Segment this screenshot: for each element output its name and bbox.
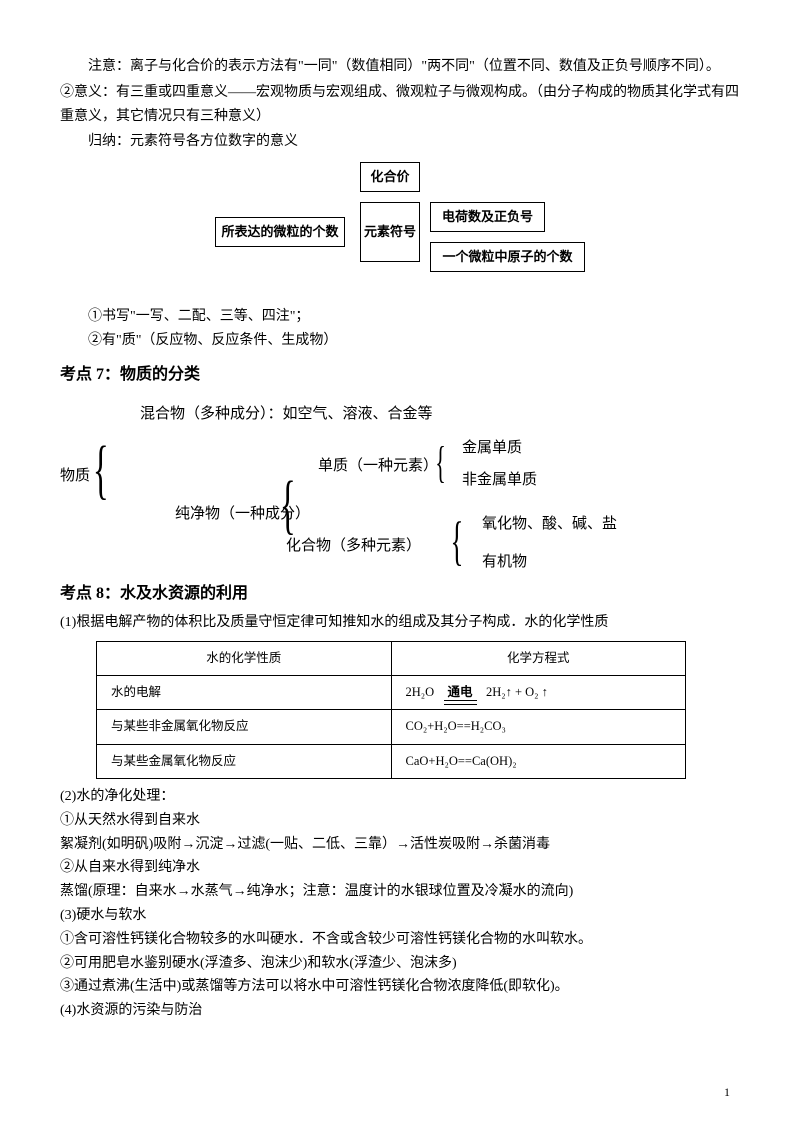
point-8-3c: ③通过煮沸(生活中)或蒸馏等方法可以将水中可溶性钙镁化合物浓度降低(即软化)。: [60, 975, 740, 999]
tree-b2: 化合物（多种元素）: [286, 534, 421, 560]
intro-para-1: 注意：离子与化合价的表示方法有"一同"（数值相同）"两不同"（位置不同、数值及正…: [60, 55, 740, 79]
point-8-3: (3)硬水与软水: [60, 904, 740, 928]
classification-tree: 物质 { 混合物（多种成分）：如空气、溶液、合金等 纯净物（一种成分） { 单质…: [60, 392, 740, 572]
list-item-2: ②有"质"（反应物、反应条件、生成物）: [88, 329, 740, 353]
diagram-center: 元素符号: [360, 202, 420, 262]
point-8-2: (2)水的净化处理：: [60, 785, 740, 809]
intro-para-2: ②意义：有三重或四重意义——宏观物质与宏观组成、微观粒子与微观构成。（由分子构成…: [60, 81, 740, 129]
brace-2: {: [280, 472, 296, 538]
eq-condition: 通电: [444, 682, 477, 703]
point-8-1: (1)根据电解产物的体积比及质量守恒定律可知推知水的组成及其分子构成．水的化学性…: [60, 611, 740, 635]
brace-1: {: [93, 437, 109, 503]
table-r3c2: CaO+H₂O==Ca(OH)₂: [391, 744, 686, 778]
eq-left: 2H₂O: [406, 685, 435, 699]
intro-para-3: 归纳：元素符号各方位数字的意义: [60, 130, 740, 154]
table-r3c1: 与某些金属氧化物反应: [97, 744, 392, 778]
tree-b1a: 金属单质: [462, 436, 522, 462]
list-item-1: ①书写"一写、二配、三等、四注"；: [88, 305, 740, 329]
point-8-2b: 絮凝剂(如明矾)吸附→沉淀→过滤(一贴、二低、三靠）→活性炭吸附→杀菌消毒: [60, 833, 740, 857]
tree-b1: 单质（一种元素）: [318, 454, 438, 480]
tree-b1b: 非金属单质: [462, 468, 537, 494]
diagram-right-2: 一个微粒中原子的个数: [430, 242, 585, 272]
table-header-2: 化学方程式: [391, 641, 686, 675]
diagram-right-1: 电荷数及正负号: [430, 202, 545, 232]
tree-b2a: 氧化物、酸、碱、盐: [482, 512, 617, 538]
point-8-3b: ②可用肥皂水鉴别硬水(浮渣多、泡沫少)和软水(浮渣少、泡沫多): [60, 952, 740, 976]
element-symbol-diagram: 元素符号 化合价 所表达的微粒的个数 电荷数及正负号 一个微粒中原子的个数: [180, 162, 620, 297]
point-8-3a: ①含可溶性钙镁化合物较多的水叫硬水．不含或含较少可溶性钙镁化合物的水叫软水。: [60, 928, 740, 952]
diagram-left: 所表达的微粒的个数: [215, 217, 345, 247]
page-number: 1: [724, 1082, 730, 1102]
tree-a: 混合物（多种成分）：如空气、溶液、合金等: [140, 402, 433, 428]
brace-3: {: [435, 441, 446, 485]
point-8-2a: ①从天然水得到自来水: [60, 809, 740, 833]
point-8-4: (4)水资源的污染与防治: [60, 999, 740, 1023]
table-r2c1: 与某些非金属氧化物反应: [97, 710, 392, 744]
heading-8: 考点 8：水及水资源的利用: [60, 580, 740, 607]
table-r2c2: CO₂+H₂O==H₂CO₃: [391, 710, 686, 744]
brace-4: {: [450, 514, 463, 568]
table-r1c2: 2H₂O 通电 2H₂↑ + O₂ ↑: [391, 676, 686, 710]
diagram-top: 化合价: [360, 162, 420, 192]
tree-b2b: 有机物: [482, 550, 527, 576]
tree-root: 物质: [60, 464, 90, 490]
table-r1c1: 水的电解: [97, 676, 392, 710]
point-8-2d: 蒸馏(原理：自来水→水蒸气→纯净水；注意：温度计的水银球位置及冷凝水的流向): [60, 880, 740, 904]
water-properties-table: 水的化学性质 化学方程式 水的电解 2H₂O 通电 2H₂↑ + O₂ ↑ 与某…: [96, 641, 686, 779]
point-8-2c: ②从自来水得到纯净水: [60, 856, 740, 880]
heading-7: 考点 7：物质的分类: [60, 361, 740, 388]
eq-right: 2H₂↑ + O₂ ↑: [486, 685, 548, 699]
table-header-1: 水的化学性质: [97, 641, 392, 675]
